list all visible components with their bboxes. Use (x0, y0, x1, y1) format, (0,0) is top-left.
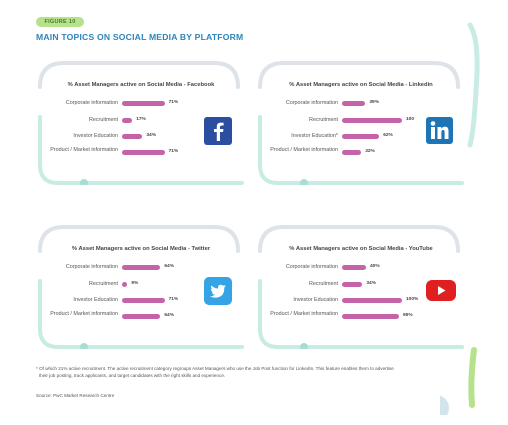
frame-bottom-arc (38, 279, 244, 349)
frame-bottom-arc (258, 115, 464, 185)
bar-row: Product / Market information 71% (34, 147, 248, 163)
value-label: 100 (406, 117, 415, 122)
footnote: * Of which 21% active recruitment. The a… (36, 366, 446, 380)
bar (122, 297, 165, 303)
frame-top-arc (258, 225, 460, 253)
category-label: Investor Education (73, 297, 118, 303)
bar-row: Recruitment 34% (254, 281, 468, 295)
source-note: Source: PwC Market Research Centre (36, 393, 115, 398)
bar-row: Product / Market information 95% (254, 311, 468, 327)
chart-panel-linkedin: % Asset Managers active on Social Media … (254, 57, 468, 185)
bar-row: Investor Education 71% (34, 297, 248, 311)
value-label: 71% (168, 100, 179, 105)
bar (122, 313, 161, 319)
value-label: 17% (136, 117, 146, 122)
bar-row: Investor Education 100% (254, 297, 468, 311)
category-label: Investor Education* (291, 133, 338, 139)
category-label: Corporate information (65, 100, 118, 106)
youtube-icon (426, 280, 456, 301)
bar (122, 100, 165, 106)
frame-bottom-arc (258, 279, 464, 349)
category-label: Recruitment (308, 117, 338, 123)
bar-row: Product / Market information 64% (34, 311, 248, 327)
bar-row: Corporate information 64% (34, 264, 248, 278)
chart-title: % Asset Managers active on Social Media … (71, 246, 211, 252)
category-label: Recruitment (88, 281, 118, 287)
bar (342, 149, 362, 155)
value-label: 39% (369, 100, 379, 105)
value-label: 40% (370, 264, 380, 269)
frame-dot (300, 343, 308, 349)
chart-title: % Asset Managers active on Social Media … (289, 246, 433, 252)
value-label: 100% (406, 297, 419, 302)
bar-row: Recruitment 100 (254, 117, 468, 131)
value-label: 95% (403, 313, 413, 318)
figure-label: FIGURE 10 (36, 17, 84, 27)
bar-row: Product / Market information 32% (254, 147, 468, 163)
bar (342, 117, 402, 123)
bar-row: Corporate information 71% (34, 100, 248, 114)
frame-bottom-arc (38, 115, 244, 185)
category-label: Corporate information (65, 264, 118, 270)
frame-top-arc (38, 225, 240, 253)
bar-row: Recruitment 9% (34, 281, 248, 295)
frame-dot (300, 179, 308, 185)
bar (122, 149, 165, 155)
twitter-icon (204, 277, 232, 305)
category-label: Recruitment (308, 281, 338, 287)
page-title: MAIN TOPICS ON SOCIAL MEDIA BY PLATFORM (36, 32, 244, 42)
value-label: 9% (131, 281, 139, 286)
bar (122, 281, 128, 287)
chart-title: % Asset Managers active on Social Media … (289, 82, 433, 88)
bar-row: Corporate information 39% (254, 100, 468, 114)
chart-title: % Asset Managers active on Social Media … (67, 82, 215, 88)
category-label: Product / Market information (270, 311, 338, 317)
frame-top-arc (38, 61, 240, 89)
value-label: 71% (168, 297, 179, 302)
frame-top-arc (258, 61, 460, 89)
linkedin-icon (426, 117, 453, 144)
category-label: Product / Market information (270, 147, 338, 153)
chart-panel-facebook: % Asset Managers active on Social Media … (34, 57, 248, 185)
value-label: 62% (383, 133, 393, 138)
category-label: Product / Market information (50, 311, 118, 317)
value-label: 34% (146, 133, 156, 138)
bar (342, 313, 399, 319)
chart-panel-youtube: % Asset Managers active on Social Media … (254, 221, 468, 349)
category-label: Investor Education (73, 133, 118, 139)
frame-dot (80, 179, 88, 185)
footnote-line-2: their job posting, track applicants, and… (39, 372, 226, 378)
panel-frame (258, 61, 464, 185)
bar (122, 117, 133, 123)
bar (342, 281, 363, 287)
bar (342, 297, 402, 303)
category-label: Corporate information (285, 264, 338, 270)
panel-frame (38, 61, 244, 185)
decorative-shapes (440, 22, 480, 415)
category-label: Corporate information (285, 100, 338, 106)
value-label: 64% (164, 313, 174, 318)
category-label: Product / Market information (50, 147, 118, 153)
bar-row: Corporate information 40% (254, 264, 468, 278)
value-label: 32% (365, 149, 375, 154)
value-label: 34% (366, 281, 376, 286)
bar (342, 133, 380, 139)
bar (342, 264, 366, 270)
category-label: Investor Education (293, 297, 338, 303)
value-label: 64% (164, 264, 174, 269)
panel-frame (258, 225, 464, 349)
chart-panel-twitter: % Asset Managers active on Social Media … (34, 221, 248, 349)
facebook-icon (204, 117, 232, 145)
value-label: 71% (168, 149, 179, 154)
bar-row: Investor Education 34% (34, 133, 248, 147)
bar (122, 264, 161, 270)
frame-dot (80, 343, 88, 349)
category-label: Recruitment (88, 117, 118, 123)
bar (122, 133, 143, 139)
bar-row: Investor Education* 62% (254, 133, 468, 147)
footnote-line-1: * Of which 21% active recruitment. The a… (36, 366, 394, 371)
panel-frame (38, 225, 244, 349)
bar-row: Recruitment 17% (34, 117, 248, 131)
bar (342, 100, 366, 106)
